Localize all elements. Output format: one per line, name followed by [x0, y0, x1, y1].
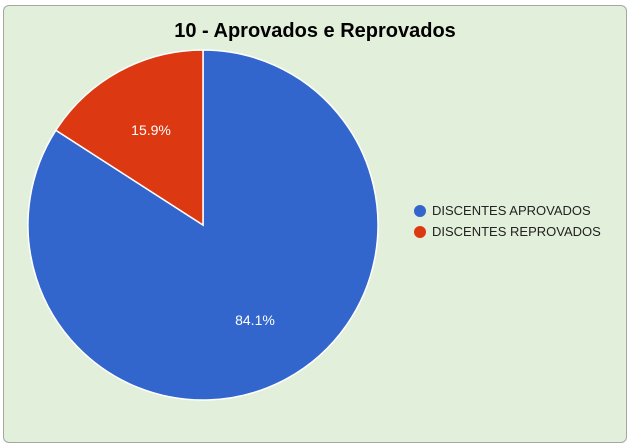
- legend-item-aprovados[interactable]: DISCENTES APROVADOS: [414, 200, 601, 221]
- pie-slice-1[interactable]: [54, 49, 204, 227]
- slice-label-1: 15.9%: [131, 122, 171, 138]
- legend-swatch-reprovados: [414, 225, 426, 238]
- legend-label-aprovados: DISCENTES APROVADOS: [432, 203, 591, 218]
- legend-swatch-aprovados: [414, 204, 426, 217]
- chart-title: 10 - Aprovados e Reprovados: [174, 20, 456, 42]
- legend-label-reprovados: DISCENTES REPROVADOS: [432, 224, 601, 239]
- slice-label-0: 84.1%: [235, 312, 275, 328]
- chart-legend: DISCENTES APROVADOS DISCENTES REPROVADOS: [414, 200, 601, 242]
- legend-item-reprovados[interactable]: DISCENTES REPROVADOS: [414, 221, 601, 242]
